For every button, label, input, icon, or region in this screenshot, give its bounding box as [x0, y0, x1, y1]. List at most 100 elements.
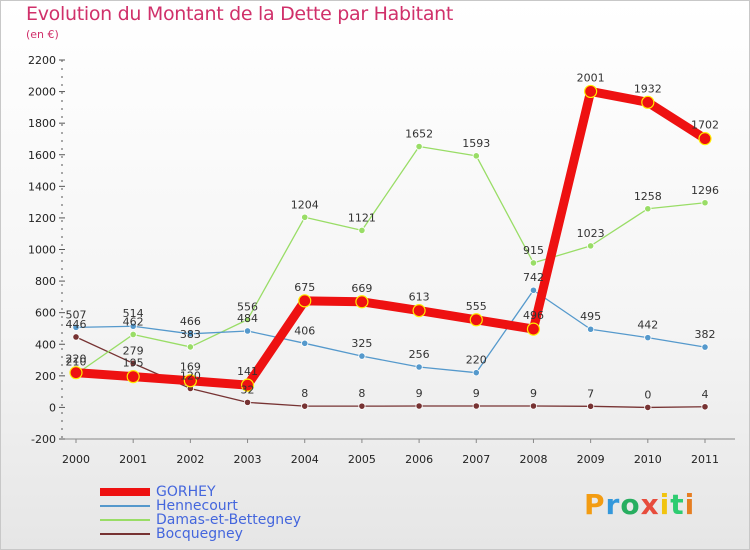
data-point [415, 363, 423, 371]
legend-item: GORHEY [100, 485, 301, 499]
data-point [472, 152, 480, 160]
legend-item: Hennecourt [100, 499, 301, 513]
legend-label: Bocquegney [156, 526, 243, 542]
y-tick-label: 1600 [28, 149, 56, 162]
x-tick-label: 2008 [519, 453, 547, 466]
data-point [587, 242, 595, 250]
chart-subtitle: (en €) [26, 28, 59, 41]
data-label: 507 [66, 308, 87, 321]
legend-label: GORHEY [156, 484, 216, 500]
legend: GORHEY Hennecourt Damas-et-Bettegney Bocque… [100, 485, 301, 541]
data-label: 555 [466, 300, 487, 313]
data-label: 514 [123, 307, 144, 320]
data-label: 9 [530, 387, 537, 400]
data-point [129, 322, 137, 330]
data-label: 220 [466, 354, 487, 367]
brand-letter: o [620, 488, 641, 521]
data-point [701, 199, 709, 207]
data-label: 556 [237, 301, 258, 314]
brand-letter: t [670, 488, 685, 521]
data-point [644, 205, 652, 213]
data-point [186, 330, 194, 338]
data-label: 406 [294, 324, 315, 337]
data-point [358, 352, 366, 360]
x-tick-label: 2010 [634, 453, 662, 466]
data-point [644, 334, 652, 342]
data-label: 2001 [577, 71, 605, 84]
x-tick-label: 2002 [176, 453, 204, 466]
data-label: 382 [695, 328, 716, 341]
data-label: 669 [351, 282, 372, 295]
data-point [355, 295, 369, 309]
legend-label: Hennecourt [156, 498, 238, 514]
data-point [69, 366, 83, 380]
data-label: 915 [523, 244, 544, 257]
legend-swatch [100, 519, 150, 521]
data-point [126, 370, 140, 384]
data-point [72, 333, 80, 341]
data-point [701, 343, 709, 351]
legend-item: Damas-et-Bettegney [100, 513, 301, 527]
x-tick-label: 2000 [62, 453, 90, 466]
data-label: 1296 [691, 184, 719, 197]
data-label: 220 [66, 353, 87, 366]
data-label: 141 [237, 365, 258, 378]
data-point [358, 226, 366, 234]
x-tick-label: 2005 [348, 453, 376, 466]
data-label: 446 [66, 318, 87, 331]
data-point [587, 325, 595, 333]
brand-letter: P [584, 488, 606, 521]
data-label: 9 [473, 387, 480, 400]
data-point [240, 378, 255, 392]
y-tick-label: 1200 [28, 212, 56, 225]
series-line-gorhey [71, 86, 710, 390]
data-point [472, 369, 480, 377]
data-label: 613 [409, 291, 430, 304]
x-tick-label: 2001 [119, 453, 147, 466]
series-line-hennecourt [75, 289, 706, 374]
data-label: 484 [237, 312, 258, 325]
brand-letter: i [659, 488, 671, 521]
data-label: 279 [123, 344, 144, 357]
data-point [529, 286, 538, 294]
series-line-bocquegney [75, 336, 706, 409]
data-point [698, 132, 712, 146]
data-point [641, 95, 655, 109]
brand-letter: i [684, 488, 696, 521]
data-point [358, 402, 366, 410]
data-label: 742 [523, 271, 544, 284]
legend-swatch [100, 488, 150, 496]
legend-item: Bocquegney [100, 527, 301, 541]
data-point [298, 294, 312, 308]
x-tick-label: 2006 [405, 453, 433, 466]
data-label: 495 [580, 310, 601, 323]
data-label: 1023 [577, 227, 605, 240]
legend-label: Damas-et-Bettegney [156, 512, 302, 528]
data-label: 675 [294, 281, 315, 294]
data-label: 32 [241, 383, 255, 396]
data-label: 462 [123, 315, 144, 328]
y-tick-label: 1000 [28, 244, 56, 257]
y-tick-label: 0 [49, 401, 56, 414]
x-tick-label: 2004 [291, 453, 319, 466]
data-point [186, 343, 194, 351]
data-point [587, 402, 595, 410]
data-point [301, 402, 309, 410]
data-point [129, 330, 137, 339]
y-tick-label: 400 [35, 338, 56, 351]
brand-letter: x [640, 488, 660, 521]
data-label: 442 [637, 319, 658, 332]
y-tick-label: 800 [35, 275, 56, 288]
data-label: 496 [523, 309, 544, 322]
data-label: 325 [351, 337, 372, 350]
data-label: 1702 [691, 119, 719, 132]
legend-swatch [100, 533, 150, 535]
x-tick-label: 2011 [691, 453, 719, 466]
data-point [301, 339, 309, 347]
y-tick-label: 600 [35, 307, 56, 320]
data-point [529, 402, 538, 410]
data-label: 1258 [634, 190, 662, 203]
data-label: 195 [123, 357, 144, 370]
x-tick-label: 2007 [462, 453, 490, 466]
